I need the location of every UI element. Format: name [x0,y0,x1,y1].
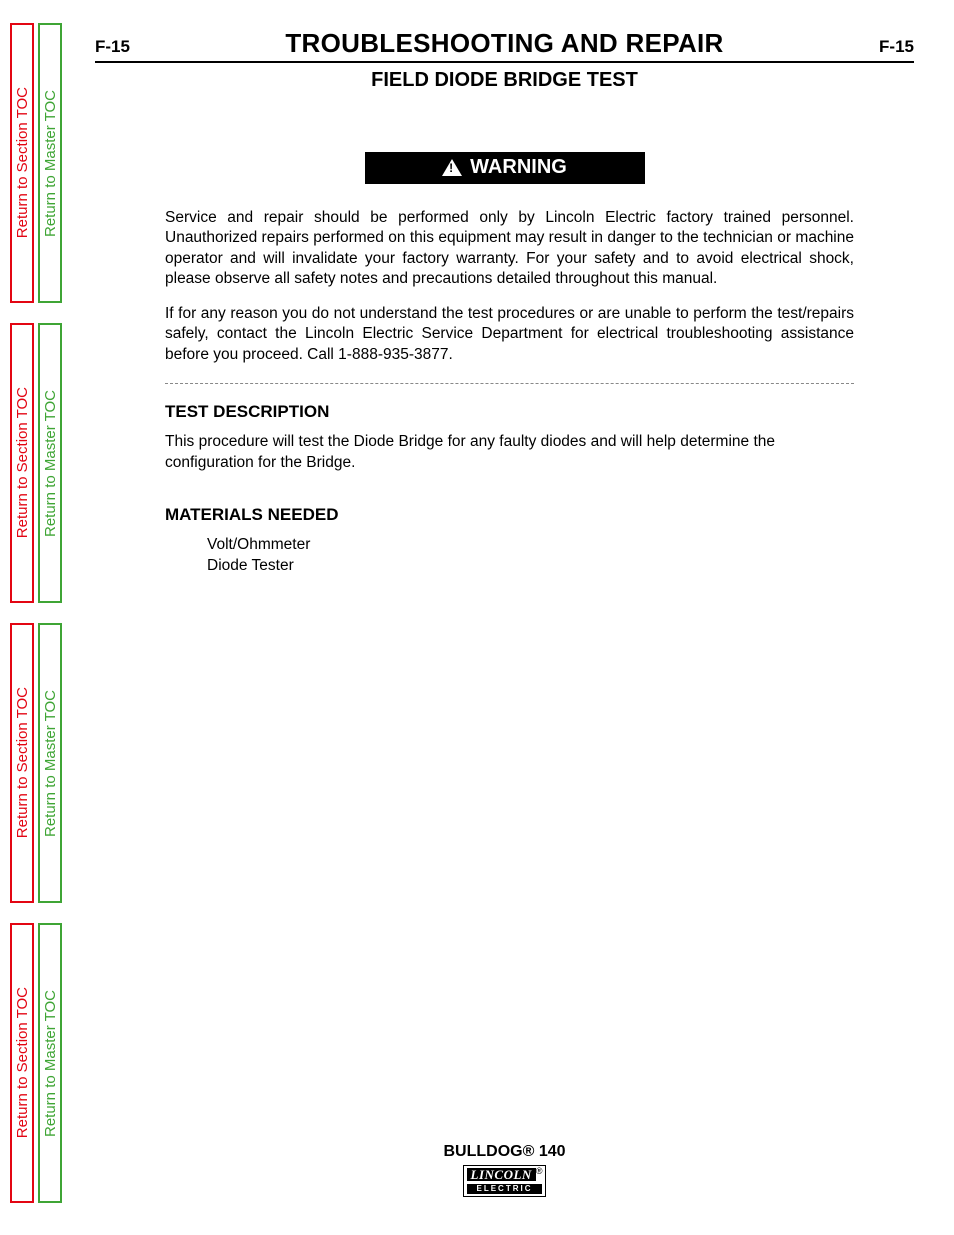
footer: BULLDOG® 140 LINCOLN® ELECTRIC [95,1143,914,1197]
header-row: F-15 TROUBLESHOOTING AND REPAIR F-15 [95,28,914,63]
return-section-toc-link-1[interactable]: Return to Section TOC [10,23,34,303]
content-area: F-15 TROUBLESHOOTING AND REPAIR F-15 FIE… [95,28,914,577]
materials-item: Volt/Ohmmeter [207,535,854,556]
warning-paragraph-1: Service and repair should be performed o… [165,208,854,290]
tab-label: Return to Master TOC [42,90,59,237]
page-title: TROUBLESHOOTING AND REPAIR [285,28,723,59]
warning-paragraph-2: If for any reason you do not understand … [165,304,854,365]
tab-label: Return to Master TOC [42,390,59,537]
tab-label: Return to Master TOC [42,990,59,1137]
divider [165,383,854,384]
materials-heading: MATERIALS NEEDED [165,505,854,525]
logo-brand: LINCOLN [467,1168,536,1181]
warning-icon [442,159,462,176]
tab-label: Return to Section TOC [14,387,31,538]
return-master-toc-link-4[interactable]: Return to Master TOC [38,923,62,1203]
materials-list: Volt/Ohmmeter Diode Tester [207,535,854,577]
tab-label: Return to Master TOC [42,690,59,837]
return-section-toc-link-2[interactable]: Return to Section TOC [10,323,34,603]
page-subtitle: FIELD DIODE BRIDGE TEST [95,69,914,92]
page-number-left: F-15 [95,37,130,57]
materials-item: Diode Tester [207,556,854,577]
return-master-toc-link-2[interactable]: Return to Master TOC [38,323,62,603]
tab-label: Return to Section TOC [14,987,31,1138]
return-section-toc-link-3[interactable]: Return to Section TOC [10,623,34,903]
return-section-toc-link-4[interactable]: Return to Section TOC [10,923,34,1203]
page: Return to Section TOC Return to Master T… [0,0,954,1235]
footer-product: BULLDOG® 140 [95,1143,914,1161]
test-description-heading: TEST DESCRIPTION [165,402,854,422]
return-master-toc-link-1[interactable]: Return to Master TOC [38,23,62,303]
tab-label: Return to Section TOC [14,87,31,238]
return-master-toc-link-3[interactable]: Return to Master TOC [38,623,62,903]
logo-subbrand: ELECTRIC [467,1184,543,1194]
lincoln-electric-logo: LINCOLN® ELECTRIC [463,1165,547,1197]
body-area: Service and repair should be performed o… [165,208,854,577]
warning-label: WARNING [470,156,567,179]
test-description-body: This procedure will test the Diode Bridg… [165,432,854,473]
tab-label: Return to Section TOC [14,687,31,838]
page-number-right: F-15 [879,37,914,57]
warning-banner: WARNING [365,152,645,184]
logo-registered: ® [536,1166,543,1176]
